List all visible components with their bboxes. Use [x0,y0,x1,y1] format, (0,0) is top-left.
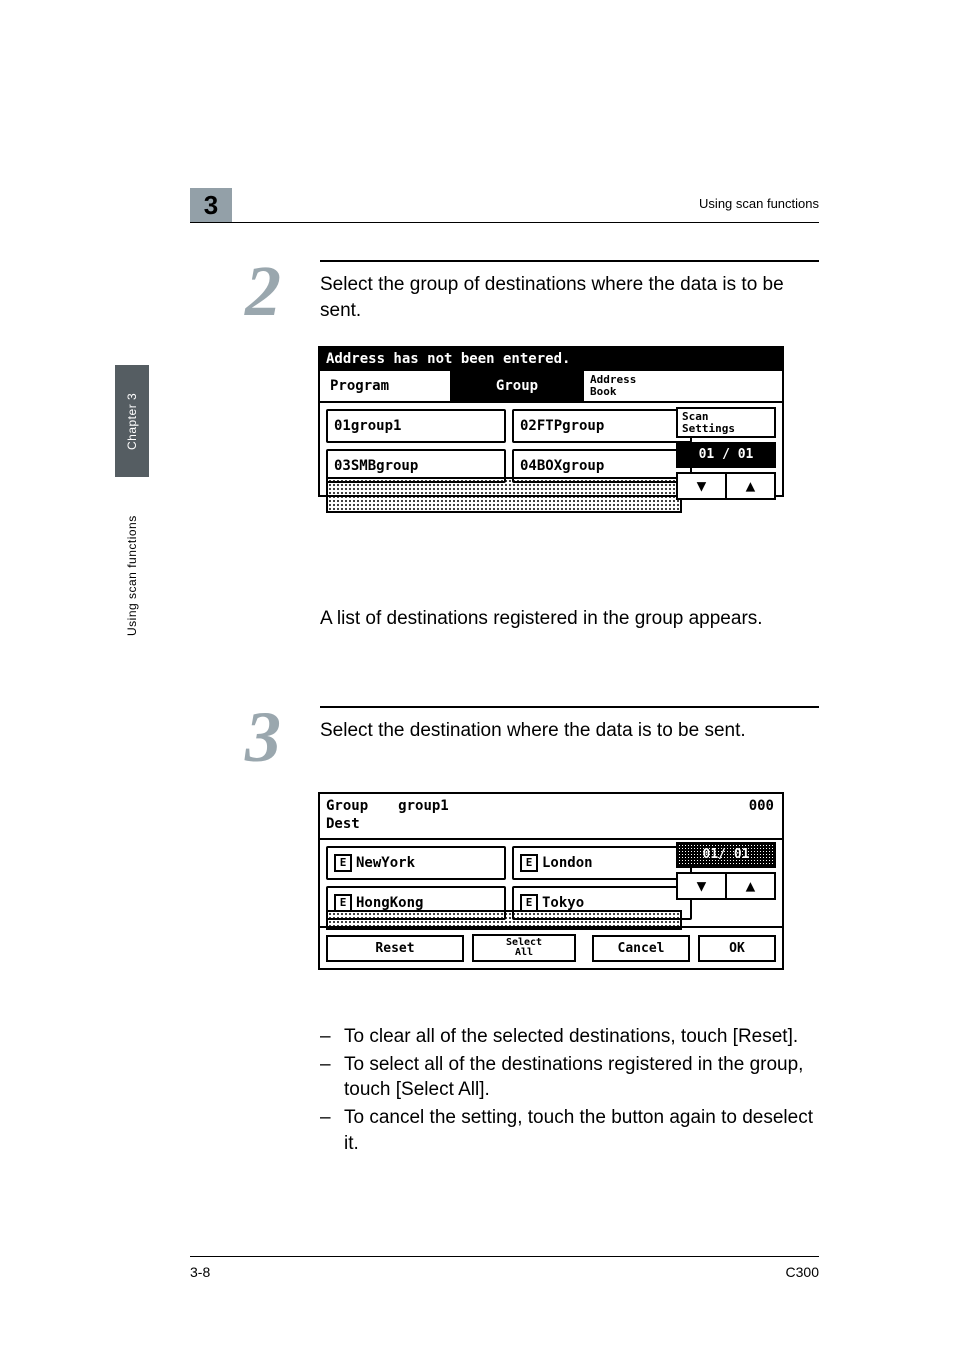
group-02[interactable]: 02FTPgroup [512,409,692,443]
step-2-text: Select the group of destinations where t… [320,272,819,323]
side-tab-chapter: Chapter 3 [115,365,149,477]
lcd-screen-destinations: Group Dest group1 000 ENewYork ELondon E… [318,792,784,970]
select-all-line2: All [515,947,533,958]
tab-group[interactable]: Group [452,371,584,401]
bullet-2: – To select all of the destinations regi… [320,1052,819,1103]
lcd2-arrow-group: ▼ ▲ [676,872,776,900]
step-2-rule [320,260,819,262]
lcd1-empty-area [326,477,682,513]
reset-button[interactable]: Reset [326,935,464,962]
lcd1-arrow-group: ▼ ▲ [676,472,776,500]
bullet-3-text: To cancel the setting, touch the button … [344,1105,819,1156]
scan-settings-button[interactable]: Scan Settings [676,407,776,438]
email-icon: E [334,854,352,872]
side-tab-section: Using scan functions [115,477,149,675]
lcd2-footer: Reset Select All Cancel OK [320,926,782,968]
email-icon: E [520,854,538,872]
step-number-2: 2 [245,250,281,333]
tab-program[interactable]: Program [320,371,452,401]
group-01[interactable]: 01group1 [326,409,506,443]
select-all-button[interactable]: Select All [472,934,576,962]
bullet-list: – To clear all of the selected destinati… [320,1024,819,1158]
lcd2-empty-area [326,910,682,930]
bullet-1: – To clear all of the selected destinati… [320,1024,819,1050]
bullet-3: – To cancel the setting, touch the butto… [320,1105,819,1156]
model-label: C300 [786,1264,819,1280]
step-3-text: Select the destination where the data is… [320,718,819,744]
dest-newyork-label: NewYork [356,855,415,871]
bullet-1-text: To clear all of the selected destination… [344,1024,798,1050]
lcd-screen-groups: Address has not been entered. Program Gr… [318,346,784,497]
dest-tokyo-label: Tokyo [542,895,584,911]
ok-button[interactable]: OK [698,935,776,962]
footer-rule [190,1256,819,1257]
side-tab: Chapter 3 Using scan functions [115,365,149,675]
step-number-3: 3 [245,696,281,779]
page-number: 3-8 [190,1264,210,1280]
tab-address-book-line2: Book [590,386,617,398]
lcd1-banner: Address has not been entered. [320,348,782,371]
dest-london-label: London [542,855,593,871]
lcd1-arrow-down[interactable]: ▼ [678,474,727,498]
bullet-2-text: To select all of the destinations regist… [344,1052,819,1103]
dash-icon: – [320,1105,336,1156]
lcd2-arrow-down[interactable]: ▼ [678,874,727,898]
dest-london[interactable]: ELondon [512,846,692,880]
lcd1-arrow-up[interactable]: ▲ [727,474,774,498]
step-3-rule [320,706,819,708]
lcd2-count: 000 [749,798,774,814]
dash-icon: – [320,1024,336,1050]
dest-hongkong-label: HongKong [356,895,423,911]
chapter-number-box: 3 [190,188,232,222]
lcd2-side-panel: 01/ 01 ▼ ▲ [676,842,776,900]
cancel-button[interactable]: Cancel [592,935,690,962]
dash-icon: – [320,1052,336,1103]
step-2-caption: A list of destinations registered in the… [320,606,819,632]
running-header: Using scan functions [699,196,819,211]
lcd2-page-indicator: 01/ 01 [676,842,776,868]
lcd2-label-dest: Dest [326,816,368,832]
header-rule [190,222,819,223]
lcd2-header: Group Dest group1 000 [320,794,782,840]
lcd1-side-panel: Scan Settings 01 / 01 ▼ ▲ [676,407,776,500]
lcd1-page-indicator: 01 / 01 [676,442,776,468]
lcd2-group-name: group1 [398,798,449,814]
lcd2-arrow-up[interactable]: ▲ [727,874,774,898]
lcd2-label-group: Group [326,798,368,814]
dest-newyork[interactable]: ENewYork [326,846,506,880]
lcd1-tabs: Program Group Address Book [320,371,782,403]
scan-settings-line2: Settings [682,422,735,435]
tab-address-book[interactable]: Address Book [584,371,706,401]
